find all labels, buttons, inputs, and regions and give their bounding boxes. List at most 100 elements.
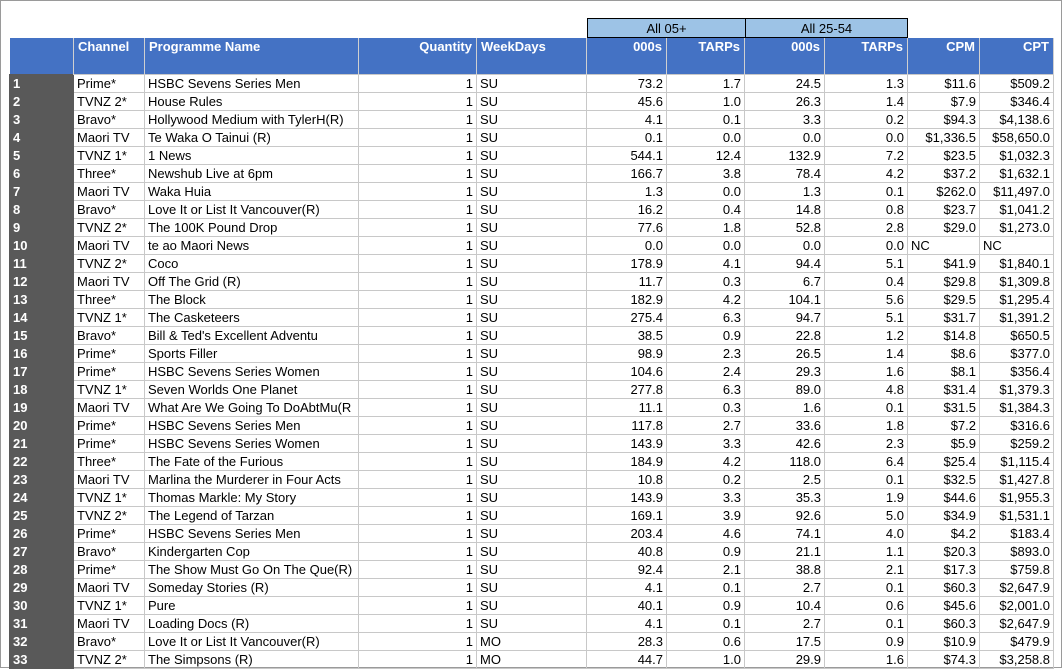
table-row[interactable]: 24 TVNZ 1* Thomas Markle: My Story 1 SU 143.9… [9, 487, 1054, 507]
all05-tarps-cell[interactable]: 6.3 [666, 307, 745, 327]
channel-cell[interactable]: Bravo* [73, 325, 145, 345]
table-row[interactable]: 14 TVNZ 1* The Casketeers 1 SU 275.4 6.3 94.7 5.… [9, 307, 1054, 327]
all05-tarps-cell[interactable]: 4.2 [666, 451, 745, 471]
channel-cell[interactable]: Maori TV [73, 127, 145, 147]
all2554-000s-cell[interactable]: 10.4 [744, 595, 825, 615]
cpt-cell[interactable]: $1,384.3 [979, 397, 1054, 417]
weekdays-cell[interactable]: SU [476, 433, 587, 453]
cpm-cell[interactable]: $74.3 [907, 649, 980, 669]
cpm-cell[interactable]: $8.6 [907, 343, 980, 363]
all2554-000s-cell[interactable]: 52.8 [744, 217, 825, 237]
cpm-cell[interactable]: $37.2 [907, 163, 980, 183]
channel-cell[interactable]: Three* [73, 163, 145, 183]
all2554-tarps-cell[interactable]: 5.0 [824, 505, 908, 525]
weekdays-cell[interactable]: SU [476, 217, 587, 237]
programme-cell[interactable]: Someday Stories (R) [144, 577, 359, 597]
cpt-cell[interactable]: $1,273.0 [979, 217, 1054, 237]
all05-tarps-cell[interactable]: 2.7 [666, 415, 745, 435]
all05-000s-cell[interactable]: 203.4 [586, 523, 667, 543]
cpm-cell[interactable]: NC [907, 235, 980, 255]
quantity-cell[interactable]: 1 [358, 379, 477, 399]
all05-tarps-cell[interactable]: 0.0 [666, 181, 745, 201]
all2554-000s-cell[interactable]: 29.3 [744, 361, 825, 381]
cpt-cell[interactable]: $1,955.3 [979, 487, 1054, 507]
table-row[interactable]: 8 Bravo* Love It or List It Vancouver(R) 1 S… [9, 199, 1054, 219]
channel-cell[interactable]: Bravo* [73, 109, 145, 129]
all05-tarps-cell[interactable]: 3.3 [666, 487, 745, 507]
all2554-000s-cell[interactable]: 2.7 [744, 577, 825, 597]
all2554-tarps-cell[interactable]: 4.0 [824, 523, 908, 543]
cpt-cell[interactable]: $11,497.0 [979, 181, 1054, 201]
quantity-cell[interactable]: 1 [358, 595, 477, 615]
programme-cell[interactable]: Thomas Markle: My Story [144, 487, 359, 507]
all2554-tarps-cell[interactable]: 0.8 [824, 199, 908, 219]
table-row[interactable]: 15 Bravo* Bill & Ted's Excellent Adventu 1 S… [9, 325, 1054, 345]
weekdays-cell[interactable]: SU [476, 505, 587, 525]
cpm-cell[interactable]: $5.9 [907, 433, 980, 453]
channel-cell[interactable]: Three* [73, 451, 145, 471]
weekdays-cell[interactable]: SU [476, 595, 587, 615]
all05-000s-cell[interactable]: 166.7 [586, 163, 667, 183]
all05-000s-cell[interactable]: 4.1 [586, 577, 667, 597]
cpm-cell[interactable]: $17.3 [907, 559, 980, 579]
channel-cell[interactable]: Prime* [73, 343, 145, 363]
all05-tarps-cell[interactable]: 0.1 [666, 577, 745, 597]
all2554-tarps-cell[interactable]: 0.1 [824, 469, 908, 489]
weekdays-cell[interactable]: SU [476, 271, 587, 291]
all2554-000s-cell[interactable]: 2.5 [744, 469, 825, 489]
cpt-cell[interactable]: $346.4 [979, 91, 1054, 111]
cpm-cell[interactable]: $23.5 [907, 145, 980, 165]
quantity-cell[interactable]: 1 [358, 109, 477, 129]
all2554-tarps-cell[interactable]: 0.1 [824, 181, 908, 201]
all05-000s-cell[interactable]: 44.7 [586, 649, 667, 669]
all05-tarps-cell[interactable]: 4.2 [666, 289, 745, 309]
quantity-cell[interactable]: 1 [358, 559, 477, 579]
quantity-cell[interactable]: 1 [358, 523, 477, 543]
table-row[interactable]: 12 Maori TV Off The Grid (R) 1 SU 11.7 0.3 6.7 0… [9, 271, 1054, 291]
all05-000s-cell[interactable]: 16.2 [586, 199, 667, 219]
cpt-cell[interactable]: $2,647.9 [979, 613, 1054, 633]
quantity-cell[interactable]: 1 [358, 361, 477, 381]
all2554-tarps-cell[interactable]: 0.1 [824, 577, 908, 597]
quantity-cell[interactable]: 1 [358, 181, 477, 201]
weekdays-cell[interactable]: SU [476, 487, 587, 507]
all2554-000s-cell[interactable]: 94.7 [744, 307, 825, 327]
table-row[interactable]: 30 TVNZ 1* Pure 1 SU 40.1 0.9 10.4 0.6 $45.6 $2,00… [9, 595, 1054, 615]
quantity-cell[interactable]: 1 [358, 649, 477, 669]
cpt-cell[interactable]: $2,647.9 [979, 577, 1054, 597]
header-cpt[interactable]: CPT [979, 38, 1054, 74]
weekdays-cell[interactable]: SU [476, 91, 587, 111]
channel-cell[interactable]: Maori TV [73, 577, 145, 597]
cpm-cell[interactable]: $4.2 [907, 523, 980, 543]
quantity-cell[interactable]: 1 [358, 415, 477, 435]
all05-000s-cell[interactable]: 40.1 [586, 595, 667, 615]
all2554-000s-cell[interactable]: 21.1 [744, 541, 825, 561]
quantity-cell[interactable]: 1 [358, 127, 477, 147]
channel-cell[interactable]: Prime* [73, 361, 145, 381]
all05-tarps-cell[interactable]: 6.3 [666, 379, 745, 399]
cpt-cell[interactable]: $1,632.1 [979, 163, 1054, 183]
all2554-tarps-cell[interactable]: 2.3 [824, 433, 908, 453]
all05-tarps-cell[interactable]: 0.1 [666, 109, 745, 129]
channel-cell[interactable]: Bravo* [73, 631, 145, 651]
table-row[interactable]: 19 Maori TV What Are We Going To DoAbtMu(R… [9, 397, 1054, 417]
all05-000s-cell[interactable]: 11.1 [586, 397, 667, 417]
quantity-cell[interactable]: 1 [358, 631, 477, 651]
cpm-cell[interactable]: $60.3 [907, 613, 980, 633]
channel-cell[interactable]: Three* [73, 289, 145, 309]
all2554-000s-cell[interactable]: 42.6 [744, 433, 825, 453]
weekdays-cell[interactable]: SU [476, 541, 587, 561]
quantity-cell[interactable]: 1 [358, 145, 477, 165]
all05-tarps-cell[interactable]: 0.9 [666, 595, 745, 615]
channel-cell[interactable]: TVNZ 1* [73, 145, 145, 165]
programme-cell[interactable]: The Simpsons (R) [144, 649, 359, 669]
quantity-cell[interactable]: 1 [358, 271, 477, 291]
all2554-000s-cell[interactable]: 0.0 [744, 127, 825, 147]
all05-000s-cell[interactable]: 77.6 [586, 217, 667, 237]
weekdays-cell[interactable]: SU [476, 397, 587, 417]
quantity-cell[interactable]: 1 [358, 577, 477, 597]
cpt-cell[interactable]: $259.2 [979, 433, 1054, 453]
all2554-000s-cell[interactable]: 118.0 [744, 451, 825, 471]
weekdays-cell[interactable]: SU [476, 379, 587, 399]
all2554-tarps-cell[interactable]: 1.6 [824, 361, 908, 381]
